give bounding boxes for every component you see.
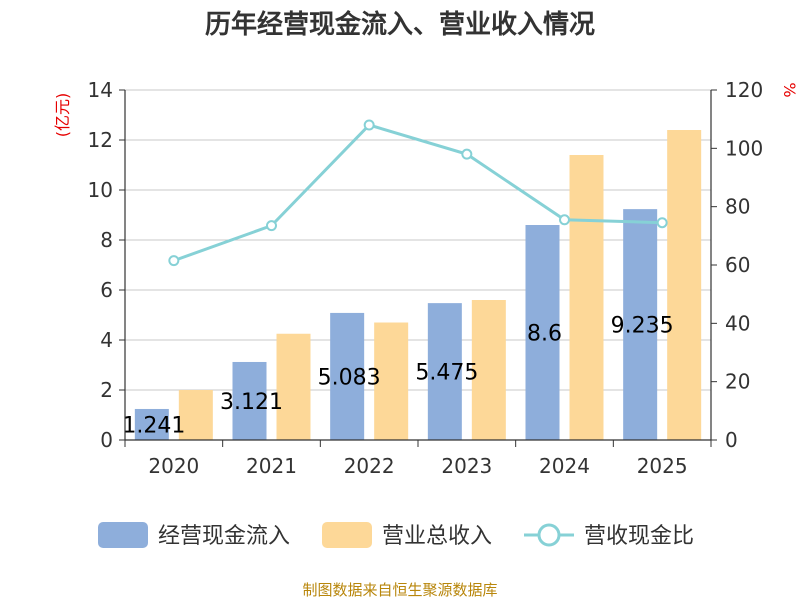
bar-cash-inflow <box>525 225 560 440</box>
bar-revenue <box>374 322 409 440</box>
right-tick-label: 0 <box>725 428 738 452</box>
legend-label-revenue: 营业总收入 <box>382 524 492 549</box>
right-tick-label: 80 <box>725 195 750 219</box>
chart-title: 历年经营现金流入、营业收入情况 <box>205 9 595 40</box>
left-tick-label: 4 <box>100 328 113 352</box>
ratio-line-path <box>173 123 663 263</box>
data-label-cash-inflow: 5.475 <box>415 361 478 386</box>
legend-swatch-revenue <box>322 522 372 548</box>
data-label-cash-inflow: 3.121 <box>220 390 283 415</box>
left-tick-label: 14 <box>88 78 113 102</box>
legend-marker-ratio <box>537 523 561 547</box>
legend-label-ratio: 营收现金比 <box>584 524 694 549</box>
ratio-point <box>266 220 277 232</box>
x-tick-label: 2020 <box>148 454 199 478</box>
legend-swatch-cash-inflow <box>98 522 148 548</box>
axes: 0 2 4 6 8 10 12 14 0 20 40 60 80 100 120 2020 2021 2022 20… <box>88 78 764 478</box>
left-tick-label: 6 <box>100 278 113 302</box>
data-label-cash-inflow: 1.241 <box>122 413 185 438</box>
left-tick-label: 2 <box>100 378 113 402</box>
left-tick-label: 8 <box>100 228 113 252</box>
bar-cash-inflow <box>427 303 462 440</box>
bar-cash-inflow <box>232 361 267 440</box>
right-tick-label: 100 <box>725 136 763 160</box>
ratio-point <box>559 214 570 226</box>
bar-cash-inflow <box>623 209 658 440</box>
x-tick-label: 2024 <box>539 454 590 478</box>
left-tick-label: 12 <box>88 128 113 152</box>
bars <box>134 130 702 440</box>
bar-revenue <box>667 130 702 440</box>
x-tick-label: 2023 <box>441 454 492 478</box>
data-label-cash-inflow: 9.235 <box>611 314 674 339</box>
bar-revenue <box>569 155 604 440</box>
right-tick-label: 40 <box>725 311 750 335</box>
data-labels: 1.241 3.121 5.083 5.475 8.6 9.235 <box>122 314 673 439</box>
data-label-cash-inflow: 8.6 <box>527 322 562 347</box>
data-label-cash-inflow: 5.083 <box>318 365 381 390</box>
x-tick-label: 2025 <box>637 454 688 478</box>
right-tick-label: 120 <box>725 78 763 102</box>
x-tick-label: 2021 <box>246 454 297 478</box>
left-tick-label: 10 <box>88 178 113 202</box>
ratio-point <box>461 148 473 160</box>
legend-label-cash-inflow: 经营现金流入 <box>158 524 290 549</box>
right-tick-label: 60 <box>725 253 750 277</box>
bar-revenue <box>178 390 213 440</box>
ratio-point <box>656 217 668 229</box>
bar-cash-inflow <box>134 408 169 440</box>
bar-revenue <box>276 333 311 440</box>
ratio-line <box>168 119 668 267</box>
ratio-point <box>168 255 180 267</box>
ratio-point <box>363 119 375 131</box>
data-source: 制图数据来自恒生聚源数据库 <box>302 581 497 599</box>
legend: 经营现金流入 营业总收入 营收现金比 <box>98 522 694 549</box>
gridlines <box>125 89 711 391</box>
x-tick-label: 2022 <box>344 454 395 478</box>
right-axis-unit: % <box>780 82 799 97</box>
left-tick-label: 0 <box>100 428 113 452</box>
bar-cash-inflow <box>330 312 365 440</box>
right-tick-label: 20 <box>725 370 750 394</box>
bar-revenue <box>471 300 506 440</box>
left-axis-unit: (亿元) <box>53 93 72 138</box>
